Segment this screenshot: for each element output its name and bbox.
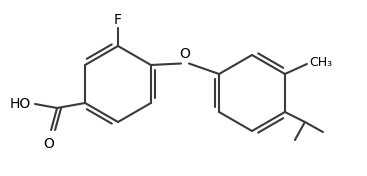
Text: HO: HO <box>10 97 31 111</box>
Text: F: F <box>114 13 122 27</box>
Text: O: O <box>179 48 190 61</box>
Text: O: O <box>44 137 55 151</box>
Text: CH₃: CH₃ <box>309 56 332 70</box>
